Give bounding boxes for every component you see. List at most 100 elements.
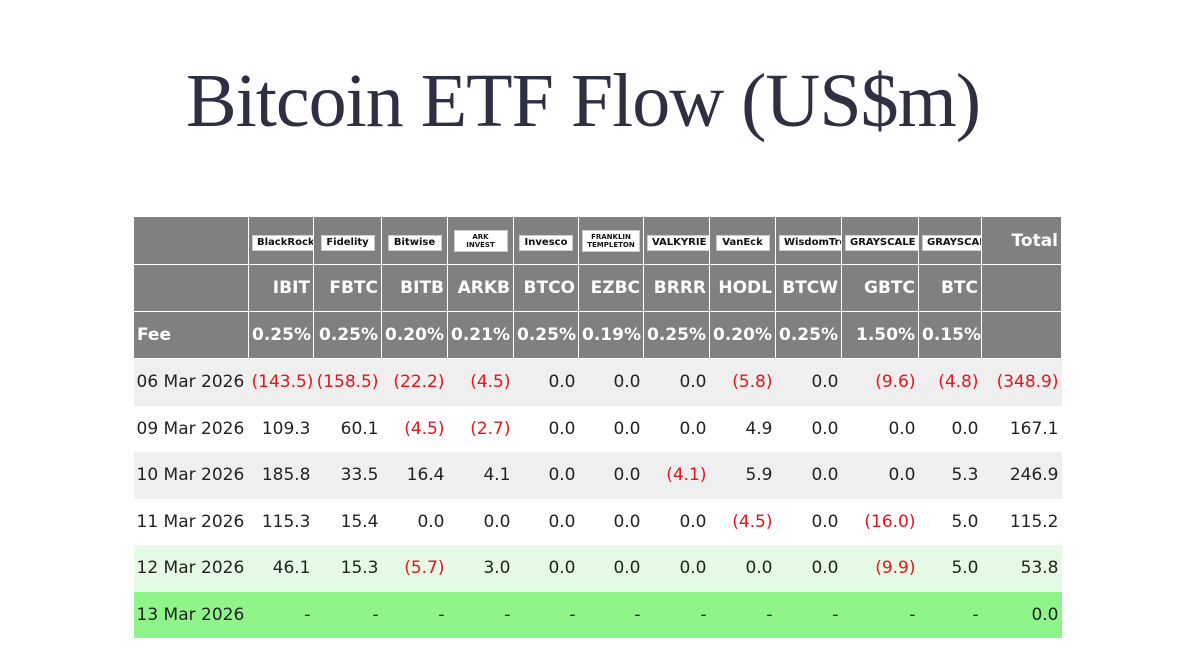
flow-cell: 53.8 xyxy=(1020,558,1059,579)
fee: 0.20% xyxy=(381,311,448,359)
logo-row: BlackRock Fidelity Bitwise ARK INVEST Invesco… xyxy=(133,216,1062,265)
flow-cell: 16.4 xyxy=(406,465,445,486)
date-cell: 12 Mar 2026 xyxy=(136,558,245,579)
fee: 0.25% xyxy=(313,311,382,359)
fee: 0.19% xyxy=(578,311,644,359)
data-row: 12 Mar 2026 46.1 15.3 (5.7) 3.0 0.0 0.0 0.0 0.0 0… xyxy=(133,545,1062,592)
ticker: BRRR xyxy=(643,264,710,312)
logo-text: FRANKLIN xyxy=(591,232,631,241)
logo-text: BlackRock xyxy=(257,237,314,248)
flow-cell: - xyxy=(438,604,445,625)
flow-cell: - xyxy=(634,604,641,625)
ticker: BITB xyxy=(381,264,448,312)
ticker: ARKB xyxy=(447,264,514,312)
logo-text: GRAYSCALE xyxy=(850,237,916,248)
ticker-row: IBIT FBTC BITB ARKB BTCO EZBC BRRR HODL BTCW GBTC… xyxy=(133,264,1062,312)
flow-cell: 0.0 xyxy=(417,511,445,532)
logo-text: TEMPLETON xyxy=(587,240,635,249)
flow-cell: 0.0 xyxy=(679,418,707,439)
issuer-logo: ARK INVEST xyxy=(453,229,508,252)
logo-text: Fidelity xyxy=(326,237,369,248)
logo-text: INVEST xyxy=(466,240,495,249)
flow-cell: 0.0 xyxy=(548,465,576,486)
flow-cell: (348.9) xyxy=(996,372,1059,393)
flow-cell: 185.8 xyxy=(261,465,311,486)
data-row: 13 Mar 2026 - - - - - - - - - - - 0.0 xyxy=(133,591,1062,638)
fee: 0.25% xyxy=(513,311,579,359)
header-cell xyxy=(981,264,1062,312)
logo-text: Bitwise xyxy=(393,237,436,248)
flow-cell: (4.5) xyxy=(470,372,511,393)
header-cell xyxy=(981,311,1062,359)
ticker: FBTC xyxy=(313,264,382,312)
flow-cell: - xyxy=(304,604,311,625)
flow-cell: - xyxy=(504,604,511,625)
flow-cell: (4.8) xyxy=(938,372,979,393)
flow-cell: 167.1 xyxy=(1009,418,1059,439)
flow-cell: 0.0 xyxy=(548,418,576,439)
flow-cell: 0.0 xyxy=(613,558,641,579)
ticker: IBIT xyxy=(248,264,314,312)
page-title: Bitcoin ETF Flow (US$m) xyxy=(185,59,981,143)
flow-cell: 0.0 xyxy=(548,511,576,532)
issuer-logo: Fidelity xyxy=(320,235,375,251)
header-cell xyxy=(133,264,249,312)
ticker: EZBC xyxy=(578,264,644,312)
flow-cell: 5.9 xyxy=(745,465,773,486)
logo-cell: Fidelity xyxy=(313,216,382,265)
flow-cell: 0.0 xyxy=(811,372,839,393)
flow-cell: 0.0 xyxy=(745,558,773,579)
flow-cell: 0.0 xyxy=(811,511,839,532)
flow-cell: (4.5) xyxy=(732,511,773,532)
flow-cell: (5.7) xyxy=(404,558,445,579)
flow-cell: - xyxy=(372,604,379,625)
flow-table: BlackRock Fidelity Bitwise ARK INVEST Invesco… xyxy=(133,216,1062,638)
table-body: 06 Mar 2026 (143.5) (158.5) (22.2) (4.5) 0.0 0… xyxy=(133,358,1062,638)
logo-text: VALKYRIE xyxy=(652,237,707,248)
date-cell: 11 Mar 2026 xyxy=(136,511,245,532)
logo-cell: Bitwise xyxy=(381,216,448,265)
flow-cell: (2.7) xyxy=(470,418,511,439)
issuer-logo: VALKYRIE xyxy=(647,235,709,251)
table-header: BlackRock Fidelity Bitwise ARK INVEST Invesco… xyxy=(133,216,1062,359)
flow-cell: 15.3 xyxy=(340,558,379,579)
ticker: GBTC xyxy=(841,264,919,312)
fee-row: Fee 0.25% 0.25% 0.20% 0.21% 0.25% 0.19% 0.25% 0.… xyxy=(133,311,1062,359)
flow-cell: 0.0 xyxy=(613,511,641,532)
fee: 1.50% xyxy=(841,311,919,359)
ticker: BTC xyxy=(918,264,982,312)
flow-cell: 33.5 xyxy=(340,465,379,486)
flow-cell: 0.0 xyxy=(1031,604,1059,625)
flow-cell: 0.0 xyxy=(679,511,707,532)
logo-text: WisdomTree xyxy=(784,237,841,248)
logo-cell: BlackRock xyxy=(248,216,314,265)
flow-cell: 109.3 xyxy=(261,418,311,439)
flow-cell: 0.0 xyxy=(811,465,839,486)
logo-cell: WisdomTree xyxy=(775,216,842,265)
flow-cell: 0.0 xyxy=(811,418,839,439)
flow-cell: 0.0 xyxy=(888,465,916,486)
issuer-logo: GRAYSCALE xyxy=(922,235,981,251)
flow-cell: 3.0 xyxy=(483,558,511,579)
logo-cell: FRANKLIN TEMPLETON xyxy=(578,216,644,265)
flow-cell: - xyxy=(832,604,839,625)
date-cell: 10 Mar 2026 xyxy=(136,465,245,486)
flow-cell: 5.3 xyxy=(951,465,979,486)
flow-cell: (22.2) xyxy=(393,372,445,393)
flow-cell: 46.1 xyxy=(272,558,311,579)
flow-cell: 0.0 xyxy=(679,558,707,579)
flow-cell: 0.0 xyxy=(811,558,839,579)
flow-cell: 4.1 xyxy=(483,465,511,486)
data-row: 11 Mar 2026 115.3 15.4 0.0 0.0 0.0 0.0 0.0 (4.5)… xyxy=(134,499,1062,546)
flow-cell: 0.0 xyxy=(679,372,707,393)
header-cell xyxy=(133,216,249,265)
fee: 0.20% xyxy=(709,311,776,359)
logo-cell: VanEck xyxy=(709,216,776,265)
flow-cell: 0.0 xyxy=(613,418,641,439)
issuer-logo: FRANKLIN TEMPLETON xyxy=(582,229,640,252)
issuer-logo: WisdomTree xyxy=(779,235,841,251)
flow-cell: 60.1 xyxy=(340,418,379,439)
logo-cell: Invesco xyxy=(513,216,579,265)
